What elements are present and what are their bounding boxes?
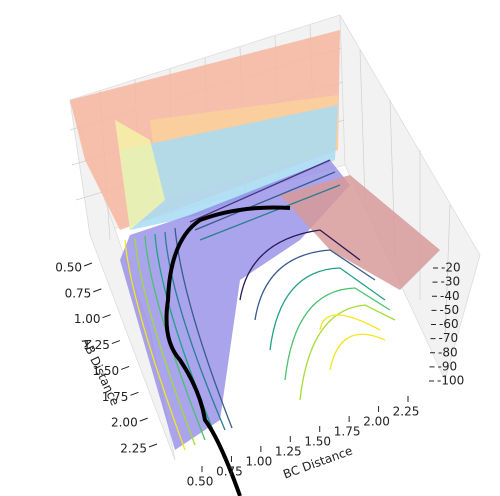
x-tick bbox=[120, 365, 130, 370]
y-tick-label: 2.25 bbox=[393, 405, 420, 419]
x-tick-label: 0.50 bbox=[55, 261, 82, 275]
y-tick-label: 1.75 bbox=[334, 425, 361, 439]
y-tick-label: 0.75 bbox=[216, 465, 243, 479]
surface bbox=[70, 30, 440, 496]
contours bbox=[124, 159, 396, 451]
x-tick-label: 2.00 bbox=[111, 416, 138, 430]
trajectory bbox=[164, 205, 291, 496]
x-tick-label: 0.75 bbox=[65, 286, 92, 300]
z-tick-label: -50 bbox=[440, 303, 460, 317]
z-tick-label: -30 bbox=[441, 275, 461, 289]
z-tick-label: -40 bbox=[440, 289, 460, 303]
surface-cyan bbox=[120, 105, 338, 230]
x-tick-label: 1.75 bbox=[102, 390, 129, 404]
z-tick-label: -20 bbox=[441, 261, 461, 275]
x-tick-label: 1.50 bbox=[92, 364, 119, 378]
z-tick-label: -90 bbox=[438, 359, 458, 373]
surface-yellow bbox=[115, 120, 165, 230]
z-tick-label: -70 bbox=[439, 331, 459, 345]
z-tick-label: -80 bbox=[438, 345, 458, 359]
x-tick bbox=[148, 443, 158, 448]
x-tick bbox=[93, 288, 102, 293]
z-tick-label: -60 bbox=[439, 317, 459, 331]
x-tick bbox=[102, 314, 111, 319]
x-tick bbox=[130, 391, 139, 396]
x-tick-label: 1.25 bbox=[83, 338, 110, 352]
y-tick-label: 1.50 bbox=[304, 435, 331, 449]
x-tick-label: 1.00 bbox=[74, 312, 101, 326]
x-tick-label: 2.25 bbox=[120, 442, 147, 456]
side-pane bbox=[339, 14, 481, 382]
x-tick bbox=[83, 262, 93, 267]
y-tick-label: 0.50 bbox=[187, 475, 214, 489]
z-tick-label: -100 bbox=[437, 374, 464, 388]
y-tick-label: 1.00 bbox=[245, 455, 272, 469]
x-tick bbox=[139, 417, 148, 422]
surface-ridge bbox=[280, 175, 440, 290]
surface-well bbox=[120, 160, 350, 450]
y-tick-label: 2.00 bbox=[363, 415, 390, 429]
y-tick-label: 1.25 bbox=[275, 445, 302, 459]
x-tick bbox=[111, 340, 121, 345]
